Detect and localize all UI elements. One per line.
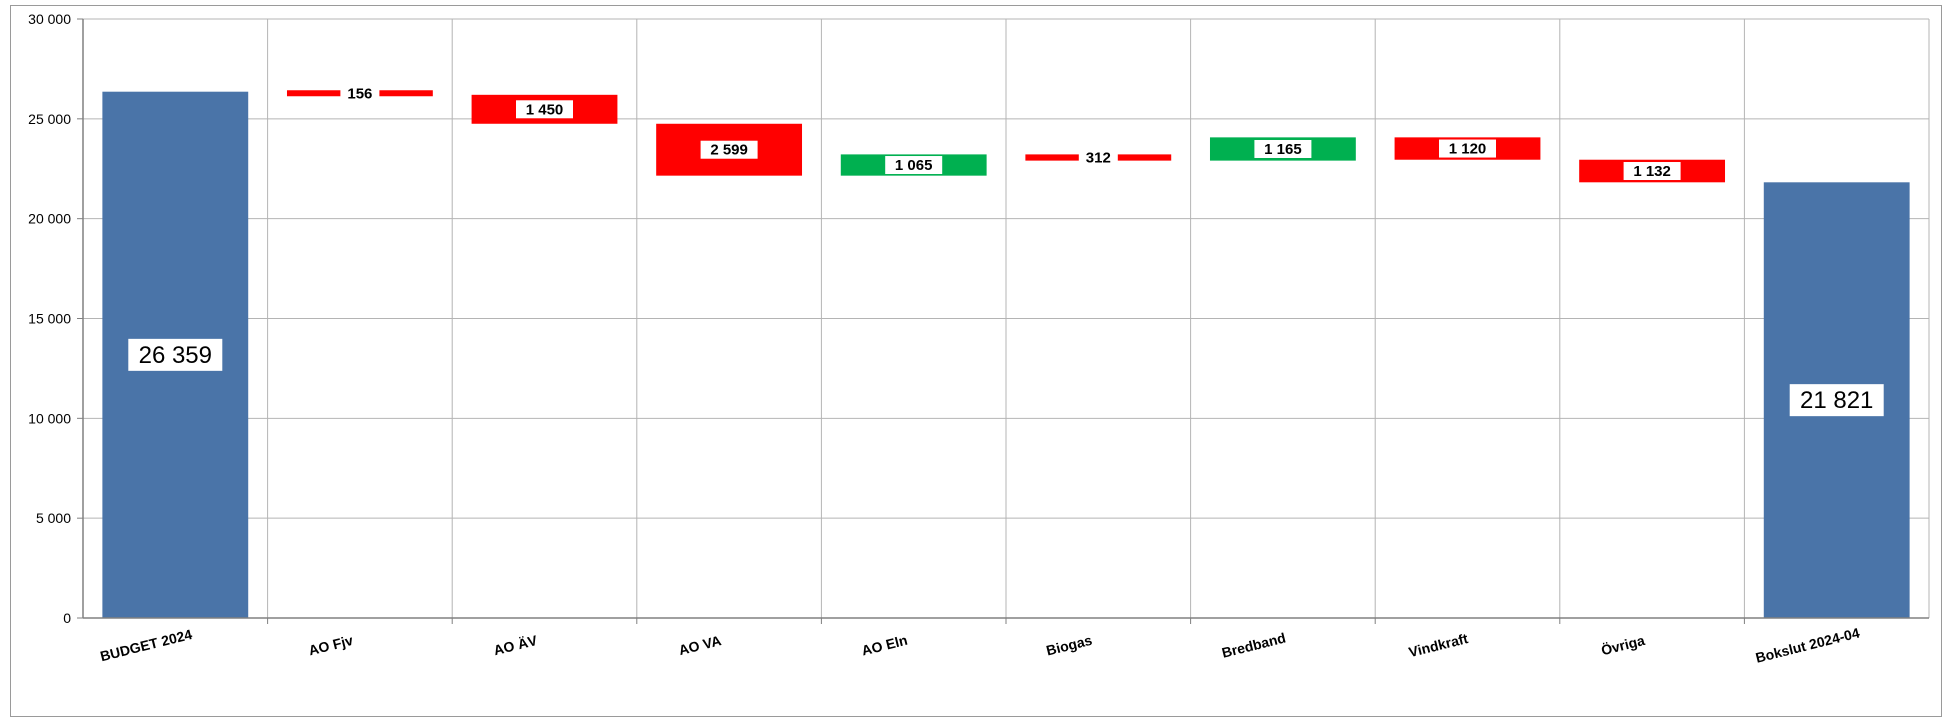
data-label-box (340, 84, 380, 103)
x-category-label: BUDGET 2024 (98, 626, 193, 664)
bar-value-label: 1 132 (1633, 163, 1671, 180)
x-category-label: Vindkraft (1407, 630, 1470, 660)
data-label-box (700, 140, 758, 159)
bar-value-label: 1 065 (895, 157, 933, 174)
total-label-box (128, 338, 223, 371)
total-value-label: 21 821 (1800, 387, 1873, 414)
grid-lines (83, 18, 1930, 619)
y-tick-label: 30 000 (28, 11, 71, 27)
x-category-label: Bokslut 2024-04 (1754, 624, 1862, 665)
y-tick-label: 15 000 (28, 311, 71, 327)
y-tick-label: 10 000 (28, 410, 71, 426)
bar-value-label: 156 (347, 85, 372, 102)
bar-value-label: 2 599 (710, 142, 748, 159)
x-category-label: Bredband (1220, 629, 1287, 660)
total-label-box (1789, 384, 1884, 417)
total-value-label: 26 359 (139, 342, 212, 369)
y-tick-label: 25 000 (28, 111, 71, 127)
x-category-label: AO Fjv (307, 632, 355, 658)
x-category-label: Biogas (1045, 632, 1094, 659)
data-label-box (1439, 139, 1496, 158)
x-category-label: AO Eln (860, 632, 909, 659)
axes: 0 5 000 10 000 15 000 20 000 25 000 30 000 BUDG… (28, 11, 1929, 666)
bar-value-label: 1 165 (1264, 141, 1302, 158)
x-category-label: AO VA (677, 632, 723, 658)
data-label-box (1623, 162, 1681, 181)
y-tick-label: 20 000 (28, 211, 71, 227)
chart-frame (10, 5, 1942, 717)
x-category-label: Övriga (1599, 632, 1646, 658)
bar-value-label: 1 120 (1449, 141, 1487, 158)
data-label-box (516, 100, 573, 119)
data-label-box (885, 156, 943, 175)
bar-value-label: 1 450 (526, 101, 564, 118)
y-tick-label: 5 000 (36, 510, 71, 526)
data-label-box (1254, 139, 1312, 158)
data-label-box (1078, 148, 1118, 167)
x-category-label: AO ÄV (492, 632, 540, 658)
data-labels: 26 359 156 1 450 2 599 1 065 312 1 165 1 120 1 1… (128, 84, 1884, 417)
bar-value-label: 312 (1086, 150, 1111, 167)
y-tick-label: 0 (63, 610, 71, 626)
